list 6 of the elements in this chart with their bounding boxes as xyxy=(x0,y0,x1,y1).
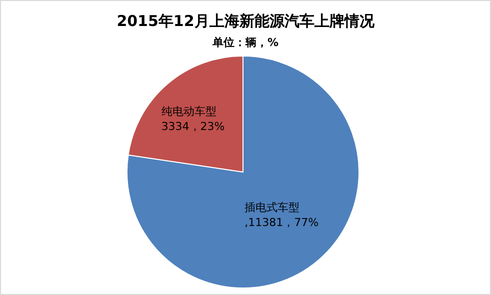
chart-subtitle: 单位：辆，% xyxy=(211,36,279,49)
chart-title: 2015年12月上海新能源汽车上牌情况 xyxy=(116,12,376,30)
slice-label: 插电式车型 xyxy=(244,201,300,214)
data-label: 3334，23% xyxy=(161,118,226,134)
slice-label: 纯电动车型 xyxy=(161,104,216,118)
data-label: ,11381，77% xyxy=(244,215,320,230)
